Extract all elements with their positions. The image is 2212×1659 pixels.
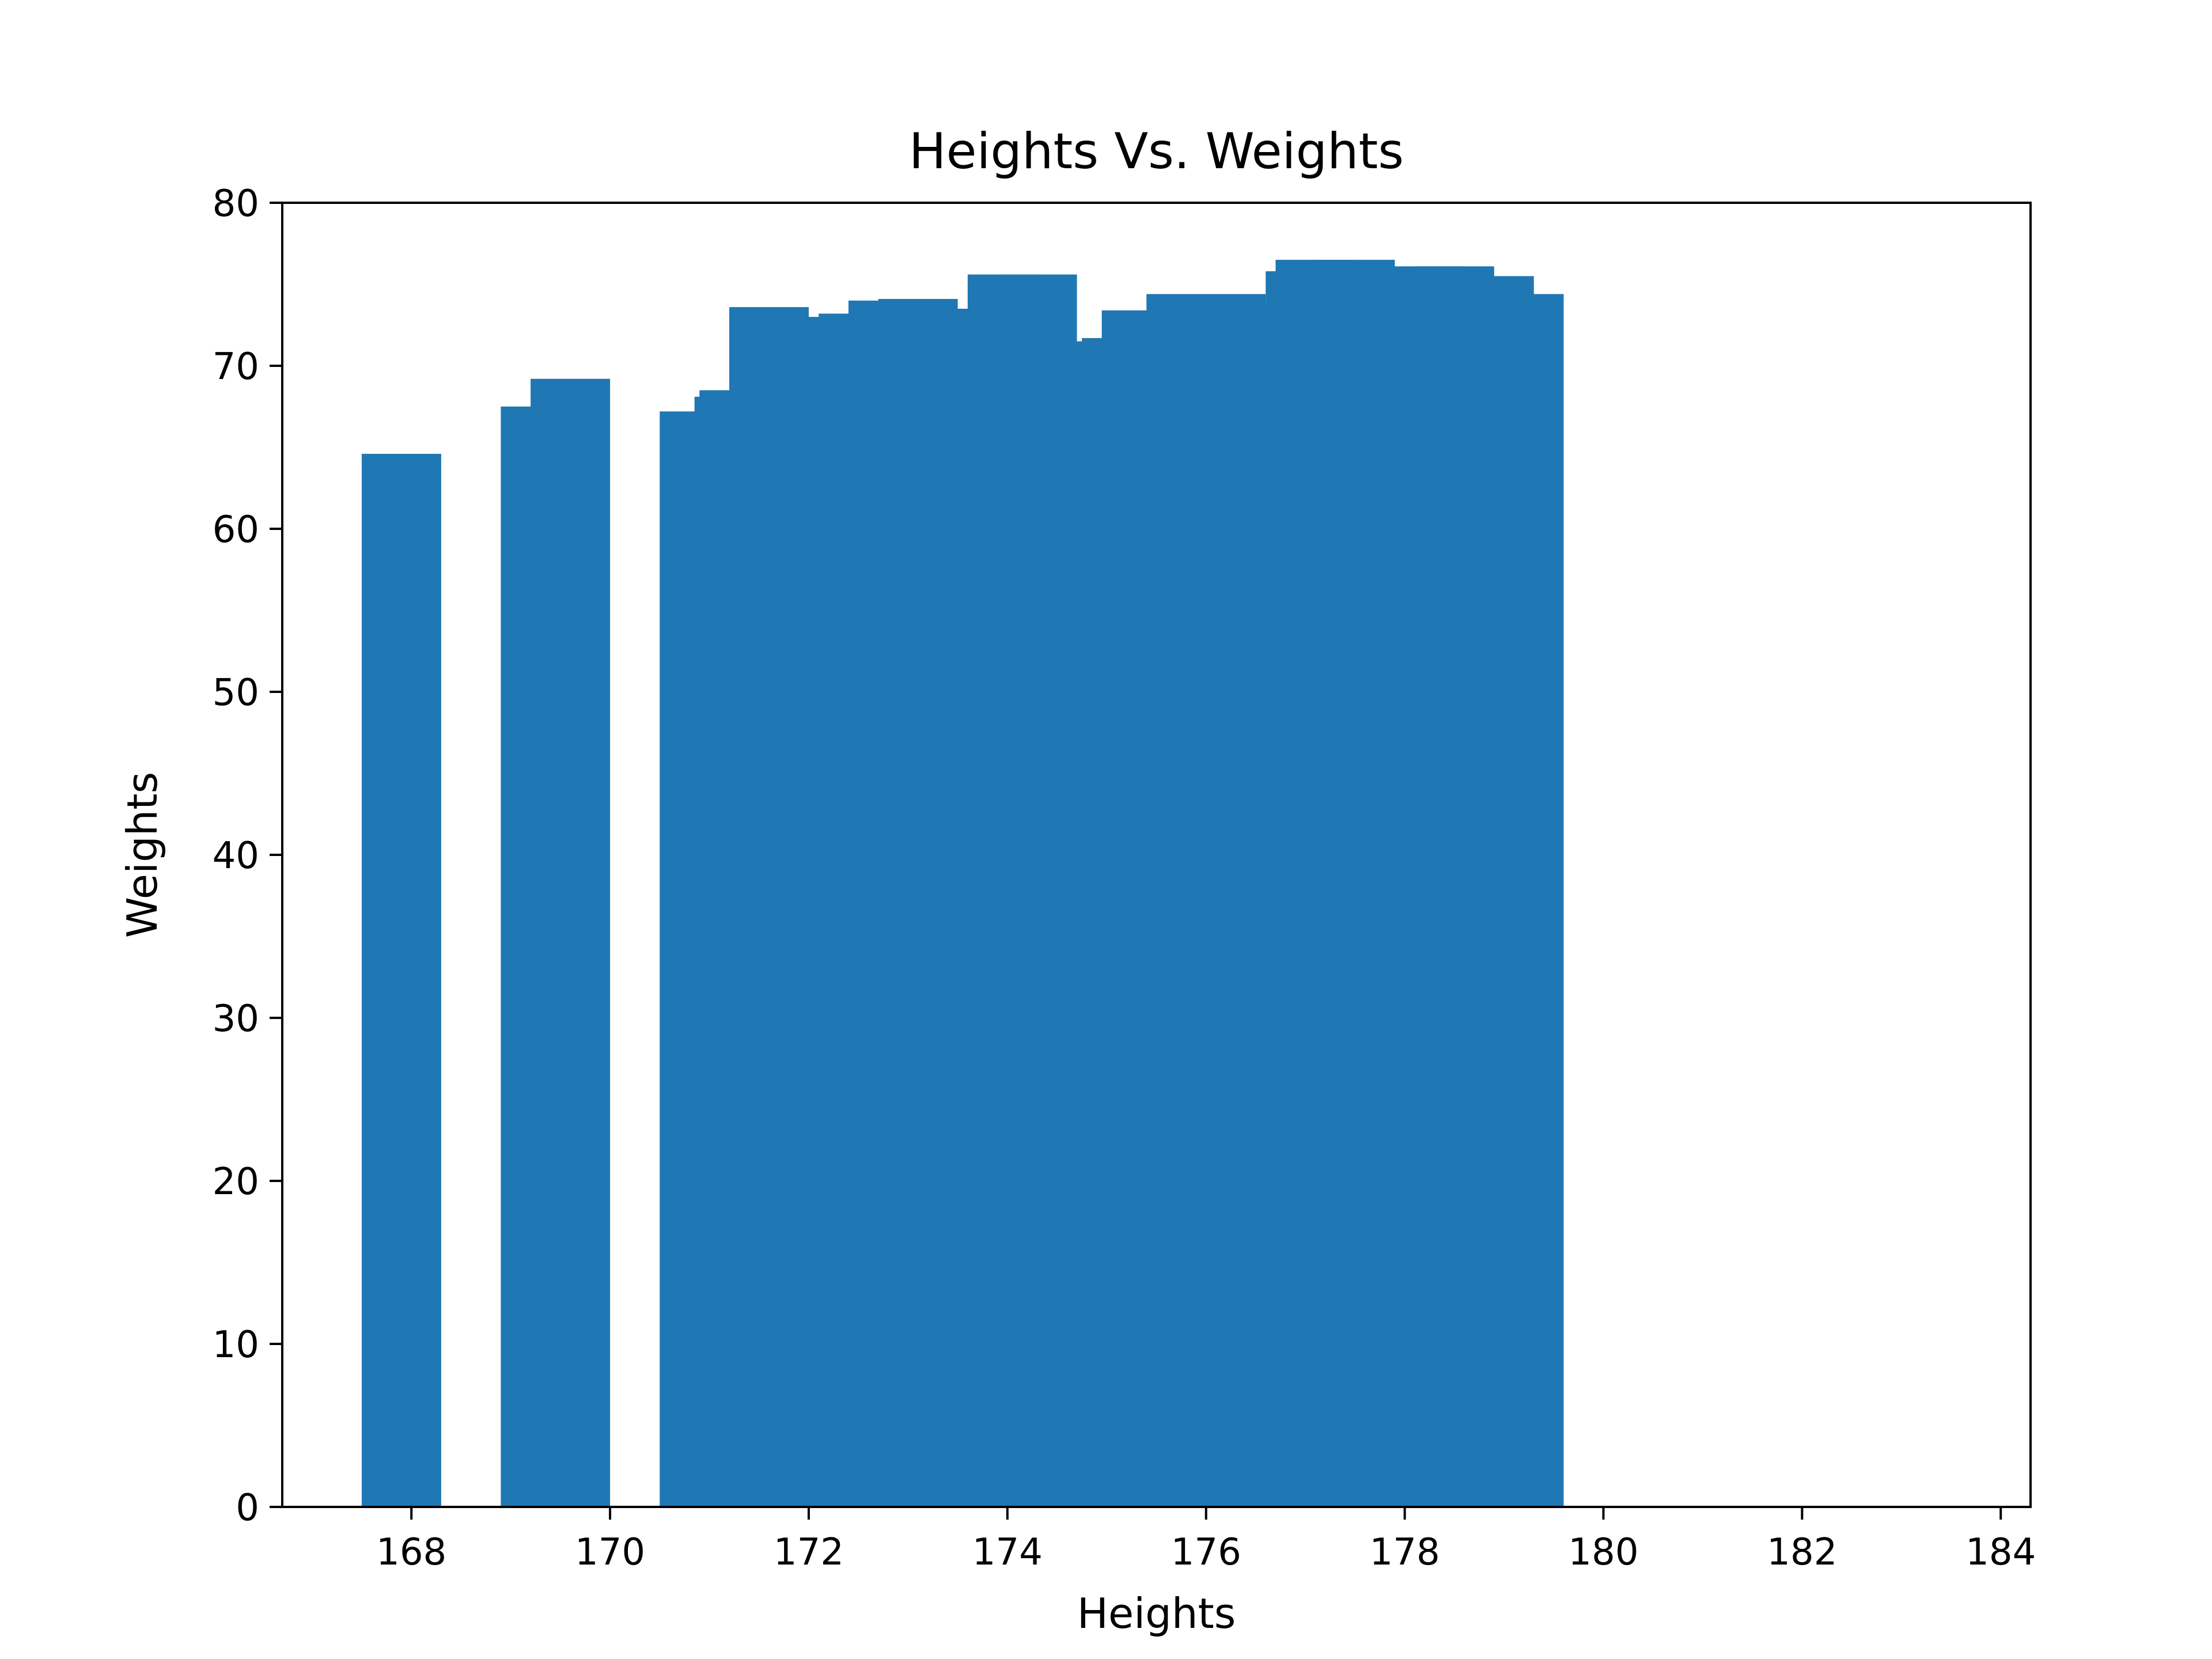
- x-tick-label-2: 172: [774, 1531, 844, 1574]
- y-tick-label-0: 0: [236, 1487, 259, 1529]
- y-tick-label-2: 20: [213, 1161, 259, 1203]
- x-tick-label-8: 184: [1965, 1531, 2036, 1574]
- y-tick-label-1: 10: [213, 1324, 259, 1366]
- bar-2: [531, 378, 611, 1507]
- y-tick-label-7: 70: [213, 346, 259, 388]
- x-tick-label-3: 174: [972, 1531, 1043, 1574]
- y-axis-label: Weights: [118, 772, 166, 938]
- bar-34: [1484, 294, 1564, 1508]
- x-tick-label-7: 182: [1767, 1531, 1837, 1574]
- x-tick-label-5: 178: [1370, 1531, 1440, 1574]
- bar-0: [361, 453, 441, 1507]
- plot-frame: [281, 202, 2032, 1508]
- y-tick-label-4: 40: [213, 835, 259, 877]
- x-tick-label-4: 176: [1171, 1531, 1241, 1574]
- x-axis-label: Heights: [1077, 1589, 1236, 1638]
- x-tick-label-0: 168: [376, 1531, 446, 1574]
- chart-title: Heights Vs. Weights: [909, 123, 1404, 180]
- x-axis-ticks: 168 170 172 174 176 178 180 182 184: [376, 1507, 2036, 1574]
- y-tick-label-5: 50: [213, 672, 259, 714]
- bar-series: [361, 260, 1564, 1508]
- y-tick-label-8: 80: [213, 183, 259, 225]
- x-tick-label-1: 170: [575, 1531, 645, 1574]
- y-tick-label-3: 30: [213, 998, 259, 1040]
- y-axis-ticks: 0 10 20 30 40 50 60 70 80: [213, 183, 282, 1529]
- y-tick-label-6: 60: [213, 509, 259, 551]
- x-tick-label-6: 180: [1568, 1531, 1638, 1574]
